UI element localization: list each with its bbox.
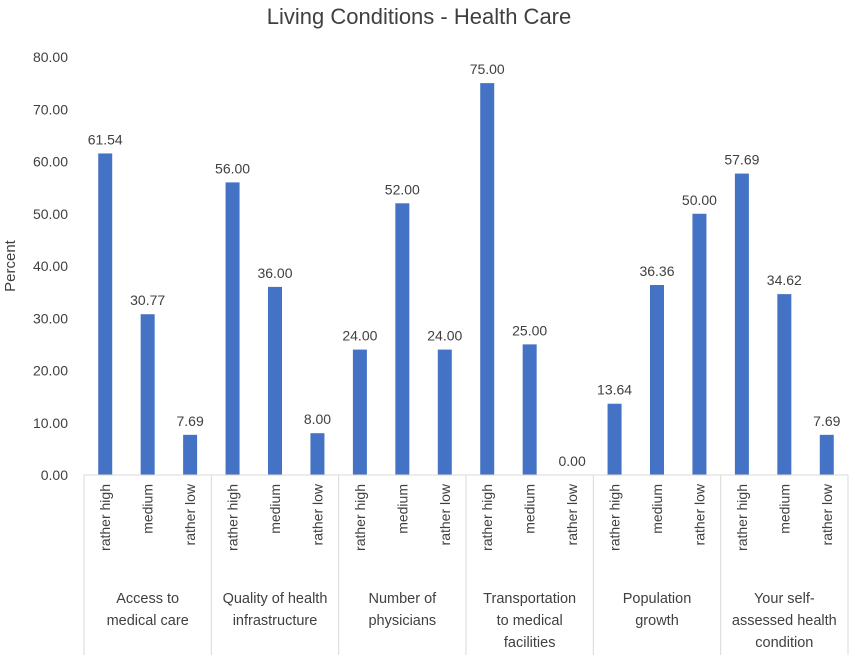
x-tick-label: rather low: [437, 483, 453, 545]
data-label: 13.64: [597, 382, 632, 398]
y-tick-label: 30.00: [33, 310, 68, 326]
x-group-label-line: Quality of health: [223, 591, 328, 607]
x-tick-label: medium: [267, 484, 283, 534]
bar-series: [98, 83, 834, 476]
x-group-label-line: condition: [755, 635, 813, 651]
data-label: 24.00: [342, 328, 377, 344]
data-label: 34.62: [767, 272, 802, 288]
bar: [650, 285, 664, 475]
bar: [183, 434, 198, 475]
x-axis: rather high medium rather low Access to medi…: [83, 474, 849, 655]
x-group-label: Transportation to medical facilities: [483, 591, 576, 651]
data-label: 52.00: [385, 181, 420, 197]
x-tick-label: rather low: [182, 483, 198, 545]
data-label: 0.00: [558, 453, 585, 469]
data-label: 75.00: [470, 61, 505, 77]
bar: [734, 173, 749, 475]
data-label: 25.00: [512, 322, 547, 338]
y-tick-label: 80.00: [33, 49, 68, 65]
y-axis-ticks: 0.00 10.00 20.00 30.00 40.00 50.00 60.00 70.00 8…: [33, 49, 68, 483]
x-group-label-line: Transportation: [483, 591, 576, 607]
x-tick-label: rather high: [479, 484, 495, 551]
data-label: 7.69: [813, 413, 840, 429]
bar: [692, 213, 707, 475]
x-group-label-line: infrastructure: [233, 613, 318, 629]
x-tick-label: rather high: [225, 484, 241, 551]
bar: [522, 344, 537, 475]
y-tick-label: 10.00: [33, 415, 68, 431]
y-tick-label: 60.00: [33, 154, 68, 170]
x-group-label-line: to medical: [497, 613, 563, 629]
bar: [310, 433, 325, 475]
x-tick-label: rather low: [309, 483, 325, 545]
data-label: 36.00: [257, 265, 292, 281]
x-tick-label: rather low: [691, 483, 707, 545]
data-label: 7.69: [176, 413, 203, 429]
data-label: 30.77: [130, 292, 165, 308]
x-tick-label: rather low: [564, 483, 580, 545]
chart-title: Living Conditions - Health Care: [267, 4, 572, 29]
bar: [480, 83, 495, 475]
data-label: 36.36: [639, 263, 674, 279]
x-group-label: Quality of health infrastructure: [223, 591, 328, 629]
bar: [225, 182, 240, 475]
bar: [352, 349, 367, 475]
y-tick-label: 50.00: [33, 206, 68, 222]
bar: [777, 294, 792, 475]
x-tick-label: rather high: [607, 484, 623, 551]
data-labels: 61.54 30.77 7.69 56.00 36.00 8.00 24.00 52.00 24…: [88, 61, 841, 469]
bar: [437, 349, 452, 475]
data-label: 8.00: [304, 411, 331, 427]
x-group-label: Number of physicians: [368, 591, 437, 629]
x-group-label-line: assessed health: [732, 613, 837, 629]
bar: [140, 314, 155, 475]
x-tick-label: medium: [522, 484, 538, 534]
x-tick-label: medium: [394, 484, 410, 534]
x-group-label: Your self-assessed health condition: [732, 591, 837, 651]
y-tick-label: 0.00: [41, 467, 68, 483]
x-group-label-line: Number of: [368, 591, 437, 607]
x-group-label-line: growth: [635, 613, 679, 629]
bar: [819, 434, 834, 475]
x-tick-label: rather low: [819, 483, 835, 545]
x-group-label-line: Access to: [116, 591, 179, 607]
x-tick-label: rather high: [734, 484, 750, 551]
data-label: 56.00: [215, 160, 250, 176]
y-tick-label: 20.00: [33, 363, 68, 379]
y-tick-label: 70.00: [33, 101, 68, 117]
x-group-label-line: physicians: [368, 613, 436, 629]
x-group-label-line: facilities: [504, 635, 556, 651]
x-group-label: Population growth: [623, 591, 692, 629]
data-label: 61.54: [88, 131, 123, 147]
x-tick-label: medium: [649, 484, 665, 534]
x-tick-label: rather high: [352, 484, 368, 551]
y-tick-label: 40.00: [33, 258, 68, 274]
bar: [268, 286, 282, 475]
bar: [98, 153, 113, 476]
bar: [395, 203, 410, 476]
x-group-label: Access to medical care: [107, 591, 189, 629]
data-label: 57.69: [724, 152, 759, 168]
x-group-label-line: Population: [623, 591, 692, 607]
data-label: 50.00: [682, 192, 717, 208]
data-label: 24.00: [427, 328, 462, 344]
x-group-label-line: medical care: [107, 613, 189, 629]
y-axis-label: Percent: [2, 239, 19, 292]
x-tick-label: medium: [140, 484, 156, 534]
x-group-label-line: Your self-: [754, 591, 815, 607]
bar: [607, 403, 622, 475]
x-tick-label: medium: [776, 484, 792, 534]
x-tick-label: rather high: [97, 484, 113, 551]
